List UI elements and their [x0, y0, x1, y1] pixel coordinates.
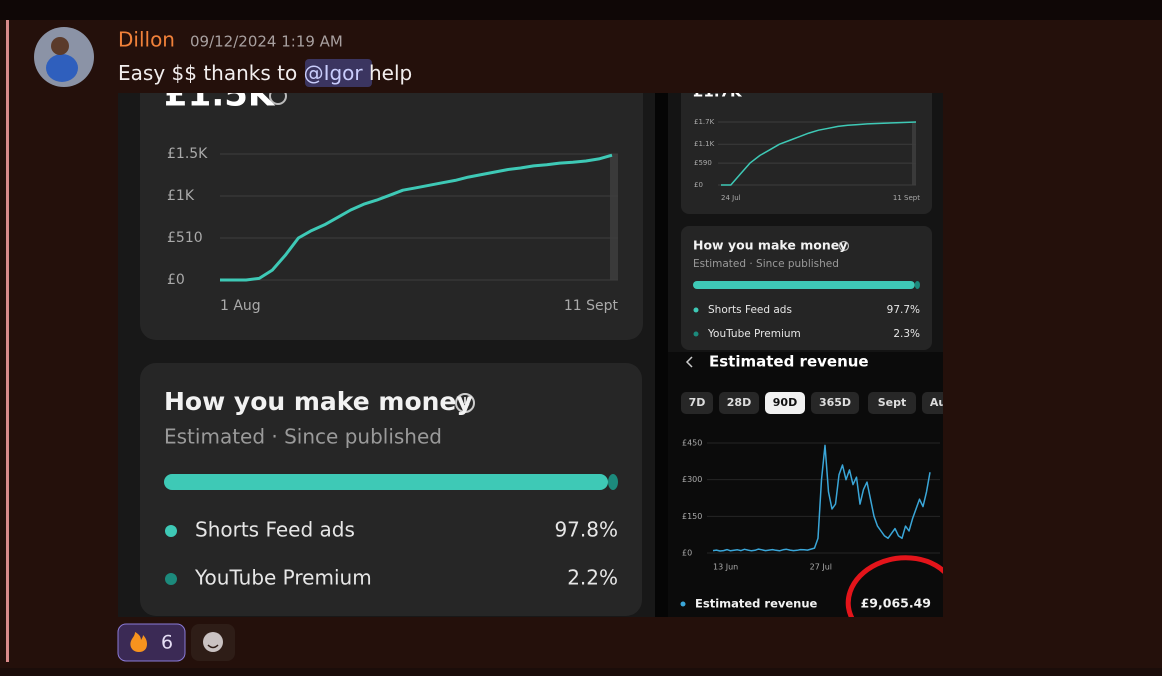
x-tick-label: 11 Sept [564, 298, 619, 314]
item-name: YouTube Premium [707, 328, 801, 340]
y-tick-label: £1.1K [694, 140, 715, 148]
message-text: Easy $$ thanks to @Igor help [118, 61, 412, 85]
item-value: 2.2% [567, 566, 618, 590]
tab-label: Aug [930, 396, 954, 409]
tab-label: 7D [689, 396, 706, 409]
y-tick-label: £450 [682, 439, 702, 448]
revenue-total: £9,065.49 [861, 596, 931, 611]
chart-title: £1.7K [693, 83, 743, 101]
timestamp: 09/12/2024 1:19 AM [190, 33, 343, 51]
x-tick-label: 13 Jun [713, 563, 738, 572]
tab[interactable] [811, 392, 859, 414]
legend-dot [165, 525, 177, 537]
attachment-image[interactable]: £1.5K £0 £510 £1K £1.5K 1 Aug 11 Sept How you m… [118, 60, 962, 649]
reaction-count: 6 [161, 632, 173, 654]
x-tick-label: 11 Sept [893, 194, 920, 202]
tab-label: 365D [819, 396, 851, 409]
y-tick-label: £300 [682, 475, 702, 484]
text: Easy $$ thanks to [118, 61, 304, 85]
tab[interactable] [765, 392, 805, 414]
y-tick-label: £0 [167, 272, 185, 288]
text: help [363, 61, 413, 85]
y-tick-label: £510 [167, 230, 203, 246]
legend-dot [693, 307, 699, 313]
red-circle [845, 555, 943, 617]
tab-label: 90D [773, 396, 797, 409]
back-icon[interactable] [685, 356, 693, 368]
y-tick-label: £1.5K [167, 146, 208, 162]
smiley-icon [203, 632, 223, 652]
top-strip [0, 0, 1162, 20]
data-line [220, 153, 613, 282]
mention[interactable]: @Igor [304, 61, 364, 85]
item-name: YouTube Premium [194, 566, 372, 590]
item-value: 97.8% [554, 518, 618, 542]
y-tick-label: £1K [167, 188, 195, 204]
scrollbar [912, 122, 916, 185]
y-tick-label: £1.7K [694, 118, 715, 126]
clock-hand [464, 397, 470, 406]
fire-emoji [130, 632, 147, 652]
tab[interactable] [868, 392, 916, 414]
legend-label: Estimated revenue [695, 597, 818, 611]
clock-icon [269, 93, 287, 105]
y-tick-label: £0 [694, 181, 703, 189]
clock-icon [838, 240, 850, 252]
tab-label: 28D [727, 396, 751, 409]
data-line [721, 121, 917, 186]
breakdown-subtitle: Estimated · Since published [693, 258, 839, 270]
reaction[interactable] [117, 623, 186, 662]
scrollbar [610, 154, 618, 280]
share-bar [693, 281, 915, 289]
legend-dot [165, 573, 177, 585]
tab-label: Sept [878, 396, 907, 409]
item-name: Shorts Feed ads [195, 518, 355, 542]
revenue-screen [668, 352, 943, 617]
breakdown-title: How you make money [164, 387, 473, 416]
y-tick-label: £590 [694, 159, 712, 167]
breakdown-title: How you make money [693, 238, 847, 253]
x-tick-label: 24 Jul [721, 194, 741, 202]
screen-title: Estimated revenue [709, 353, 869, 371]
clock-icon [455, 393, 475, 413]
card [140, 93, 643, 340]
share-bar [164, 474, 609, 490]
avatar [34, 27, 94, 87]
chart-title: £1.5K [164, 75, 276, 115]
share-bar [608, 474, 618, 490]
legend-dot [680, 601, 686, 607]
tab[interactable] [681, 392, 713, 414]
y-tick-label: £0 [682, 549, 692, 558]
tab[interactable] [719, 392, 759, 414]
legend-dot [693, 331, 699, 337]
item-name: Shorts Feed ads [708, 304, 792, 316]
mention-bg [305, 59, 372, 87]
x-tick-label: 1 Aug [220, 298, 261, 314]
divider [655, 93, 668, 617]
highlight-bar [6, 20, 9, 662]
item-value: 97.7% [887, 304, 920, 316]
tab[interactable] [922, 392, 962, 414]
share-bar [914, 281, 920, 289]
smiley-mouth [207, 644, 219, 649]
data-line [712, 444, 931, 552]
y-tick-label: £150 [682, 512, 702, 521]
x-tick-label: 27 Jul [810, 563, 832, 572]
author[interactable]: Dillon [118, 28, 175, 52]
item-value: 2.3% [893, 328, 920, 340]
breakdown-subtitle: Estimated · Since published [164, 425, 442, 449]
